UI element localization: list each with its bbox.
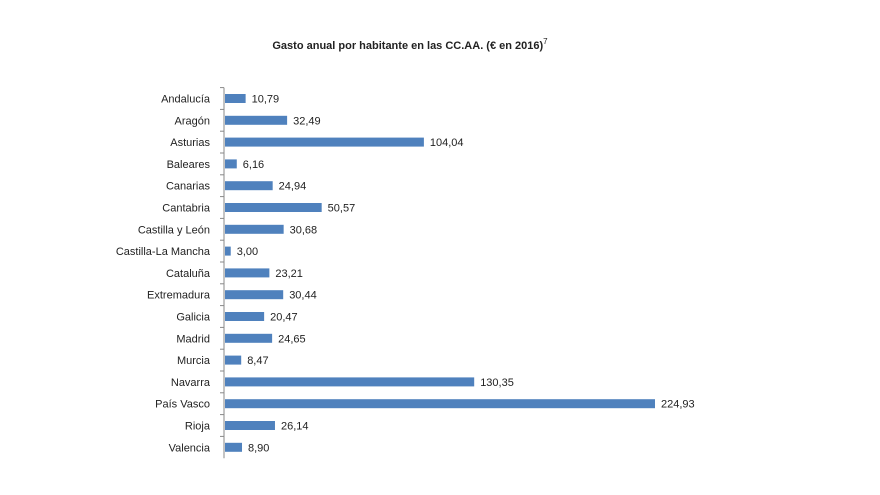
bar [225, 203, 322, 212]
category-label: Murcia [177, 355, 211, 367]
data-label: 8,90 [248, 442, 269, 454]
bar [225, 421, 275, 430]
bar [225, 312, 265, 321]
data-label: 3,00 [237, 246, 258, 258]
bar [225, 94, 246, 103]
category-label: País Vasco [155, 399, 210, 411]
bar [225, 115, 288, 125]
category-label: Extremadura [147, 290, 211, 302]
bar [225, 377, 475, 387]
bar [225, 137, 424, 147]
category-label: Aragón [175, 115, 210, 127]
category-label: Andalucía [161, 94, 211, 106]
category-label: Cantabria [162, 203, 211, 215]
bar [225, 442, 243, 452]
bar [225, 333, 273, 343]
data-label: 6,16 [243, 159, 264, 171]
data-label: 26,14 [281, 421, 309, 433]
data-label: 24,65 [278, 333, 306, 345]
category-label: Madrid [176, 333, 210, 345]
data-label: 24,94 [279, 181, 307, 193]
bar [225, 355, 242, 365]
bar [225, 246, 231, 256]
data-label: 23,21 [275, 268, 303, 280]
data-label: 10,79 [252, 94, 280, 106]
category-label: Asturias [170, 137, 210, 149]
category-label: Navarra [171, 377, 211, 389]
data-label: 30,68 [290, 224, 318, 236]
category-label: Baleares [167, 159, 211, 171]
bar [225, 290, 284, 300]
category-label: Valencia [169, 442, 211, 454]
category-label: Castilla y León [138, 224, 210, 236]
chart-title: Gasto anual por habitante en las CC.AA. … [0, 37, 820, 52]
data-label: 104,04 [430, 137, 464, 149]
data-label: 50,57 [328, 203, 356, 215]
data-label: 30,44 [289, 290, 317, 302]
bar [225, 181, 273, 191]
bar [225, 159, 237, 169]
data-label: 32,49 [293, 115, 321, 127]
data-label: 130,35 [480, 377, 514, 389]
category-label: Cataluña [166, 268, 211, 280]
category-label: Castilla-La Mancha [116, 246, 211, 258]
category-label: Rioja [185, 421, 211, 433]
data-label: 20,47 [270, 312, 298, 324]
bar [225, 268, 270, 278]
data-label: 224,93 [661, 399, 695, 411]
category-label: Canarias [166, 181, 211, 193]
data-label: 8,47 [247, 355, 268, 367]
bar [225, 224, 284, 234]
bar [225, 399, 655, 409]
chart-title-text: Gasto anual por habitante en las CC.AA. … [272, 40, 544, 52]
category-label: Galicia [176, 312, 211, 324]
chart-title-footnote: 7 [543, 37, 548, 46]
